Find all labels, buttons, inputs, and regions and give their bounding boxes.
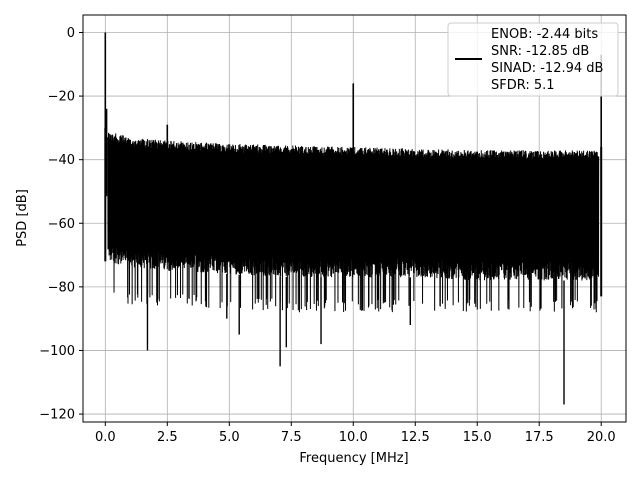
y-tick-label: −20	[48, 90, 75, 105]
x-tick-label: 2.5	[157, 430, 178, 445]
legend-snr: SNR: -12.85 dB	[491, 44, 589, 59]
x-axis-ticks: 0.0 2.5 5.0 7.5 10.0 12.5 15.0 17.5 20.0	[95, 422, 616, 445]
y-tick-label: −60	[48, 217, 75, 232]
x-tick-label: 15.0	[463, 430, 492, 445]
plot-frame	[82, 14, 627, 423]
y-axis-ticks: 0 −20 −40 −60 −80 −100 −120	[39, 26, 83, 423]
x-tick-label: 0.0	[95, 430, 116, 445]
legend-sfdr: SFDR: 5.1	[491, 78, 555, 93]
x-axis-label: Frequency [MHz]	[299, 451, 408, 466]
y-tick-label: −40	[48, 153, 75, 168]
x-tick-label: 5.0	[219, 430, 240, 445]
y-axis-label: PSD [dB]	[15, 189, 30, 247]
x-tick-label: 17.5	[525, 430, 554, 445]
x-tick-label: 12.5	[401, 430, 430, 445]
y-tick-label: 0	[67, 26, 75, 41]
x-tick-label: 20.0	[587, 430, 616, 445]
y-tick-label: −120	[39, 408, 75, 423]
legend-enob: ENOB: -2.44 bits	[491, 27, 598, 42]
psd-series	[104, 32, 603, 405]
x-tick-label: 10.0	[339, 430, 368, 445]
x-tick-label: 7.5	[281, 430, 302, 445]
y-tick-label: −80	[48, 280, 75, 295]
legend-box	[447, 22, 619, 97]
legend-sinad: SINAD: -12.94 dB	[491, 61, 603, 76]
y-tick-label: −100	[39, 344, 75, 359]
legend: ENOB: -2.44 bits SNR: -12.85 dB SINAD: -…	[447, 22, 619, 97]
